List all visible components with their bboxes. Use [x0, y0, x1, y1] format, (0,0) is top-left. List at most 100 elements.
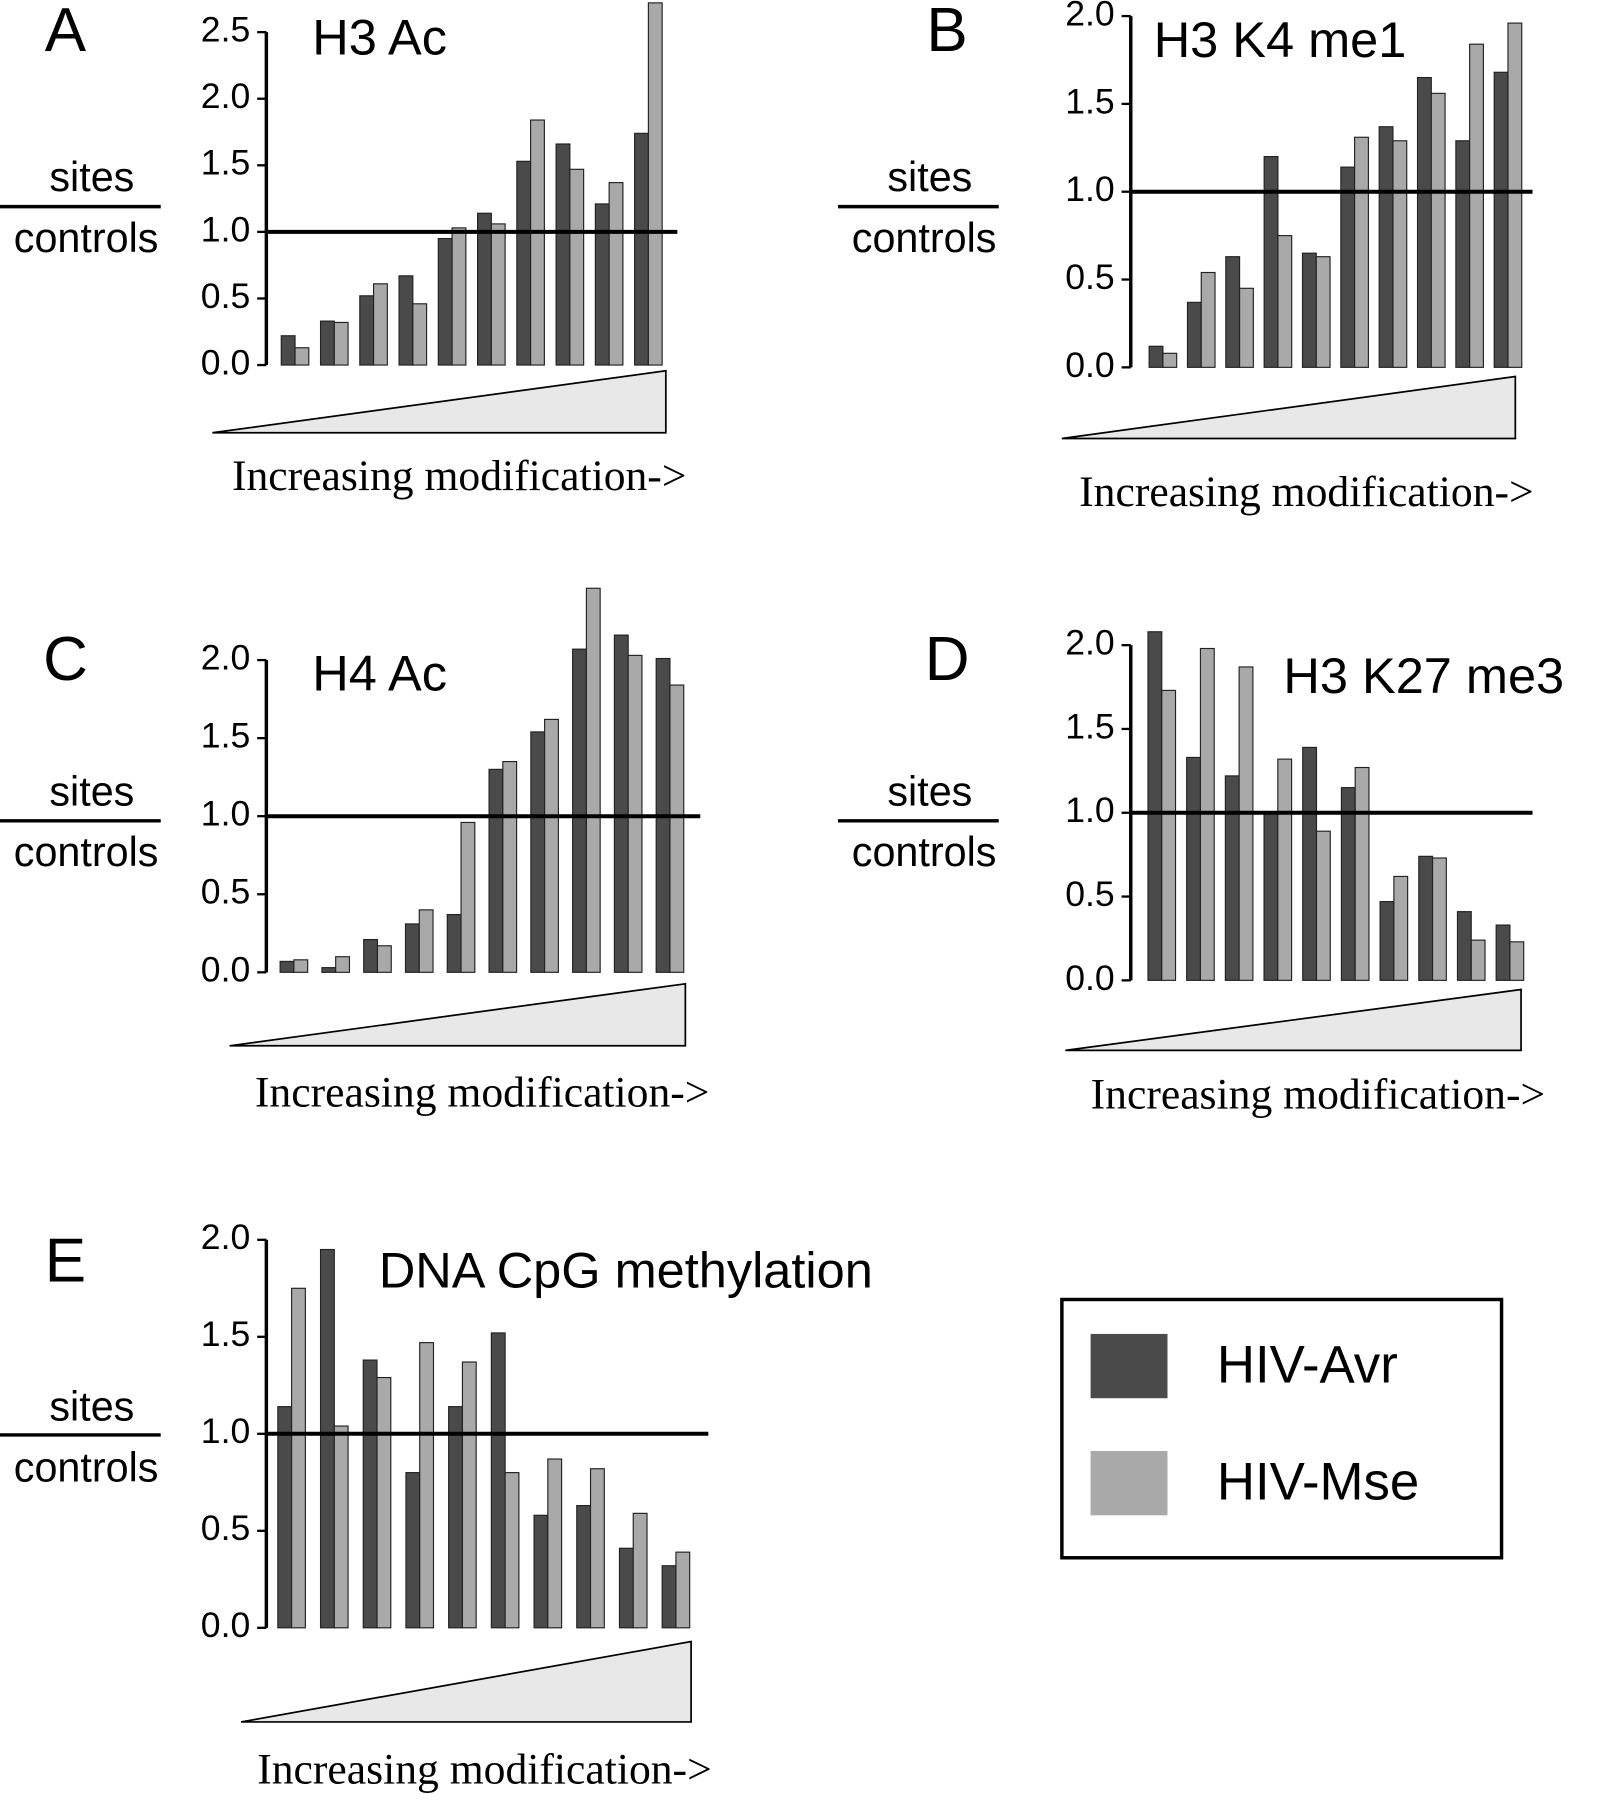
- y-tick-label: 2.0: [201, 76, 250, 116]
- y-tick-label: 1.0: [201, 794, 250, 834]
- bar: [1455, 140, 1471, 368]
- bar: [1302, 746, 1318, 981]
- bar: [446, 913, 462, 973]
- bar: [376, 945, 392, 973]
- bar: [1456, 911, 1472, 981]
- y-tick-label: 0.5: [201, 1508, 250, 1548]
- bar: [547, 1458, 563, 1629]
- y-tick-label: 1.5: [1065, 81, 1114, 121]
- bar: [291, 1287, 306, 1629]
- bar: [1315, 256, 1331, 368]
- legend-label: HIV-Mse: [1217, 1452, 1419, 1511]
- panel-letter: C: [43, 625, 88, 694]
- x-axis-label: Increasing modification->: [255, 1068, 709, 1116]
- panel-letter: E: [45, 1226, 86, 1295]
- bar: [490, 223, 506, 366]
- y-tick-label: 0.0: [1065, 958, 1114, 998]
- bar: [398, 275, 414, 366]
- bar: [1277, 235, 1293, 368]
- bar: [333, 1425, 349, 1629]
- bar: [1507, 22, 1523, 368]
- bar: [1277, 758, 1293, 981]
- y-tick-label: 1.5: [201, 143, 250, 183]
- bar: [530, 119, 545, 366]
- bar: [1418, 855, 1434, 981]
- chart-title: H4 Ac: [312, 645, 447, 702]
- y-tick-label: 1.0: [1065, 790, 1114, 830]
- bar: [1148, 345, 1164, 368]
- bar: [1200, 271, 1216, 368]
- bar: [1186, 301, 1202, 368]
- x-axis-label: Increasing modification->: [1091, 1071, 1545, 1119]
- y-tick-label: 1.5: [201, 716, 250, 756]
- bar: [647, 2, 663, 366]
- bar: [277, 1406, 293, 1629]
- bar: [448, 1406, 463, 1629]
- bar: [530, 731, 546, 973]
- bar: [335, 956, 351, 973]
- bar: [608, 182, 624, 366]
- panel-letter: B: [926, 0, 967, 65]
- bar: [1378, 126, 1394, 368]
- bar: [669, 684, 685, 973]
- bar: [1301, 252, 1317, 368]
- bar: [1162, 352, 1178, 368]
- bar: [1493, 71, 1509, 368]
- bar: [632, 1512, 648, 1629]
- y-label-denominator: controls: [852, 215, 997, 261]
- y-tick-label: 1.0: [201, 1411, 250, 1451]
- bar: [319, 320, 335, 366]
- y-tick-label: 2.0: [201, 1217, 250, 1257]
- bar: [1393, 875, 1409, 981]
- bar: [279, 960, 295, 973]
- bar: [533, 1514, 549, 1629]
- bar: [418, 909, 434, 973]
- bar: [576, 1505, 592, 1629]
- wedge: [229, 982, 687, 1047]
- y-tick-label: 0.5: [1065, 874, 1114, 914]
- bar: [461, 1361, 477, 1629]
- y-tick-label: 0.0: [201, 1605, 250, 1645]
- y-tick-label: 1.5: [201, 1314, 250, 1354]
- bar: [1161, 689, 1177, 981]
- bar: [1224, 775, 1240, 981]
- wedge: [1061, 375, 1517, 440]
- bar: [1225, 256, 1241, 368]
- bar: [419, 1342, 435, 1629]
- chart-title: DNA CpG methylation: [379, 1242, 873, 1299]
- bar: [1239, 287, 1254, 368]
- bar: [1238, 666, 1254, 981]
- bar: [1469, 43, 1484, 368]
- bar: [1186, 756, 1202, 981]
- bar: [594, 203, 610, 366]
- y-tick-label: 0.0: [201, 342, 250, 382]
- bar: [321, 967, 337, 973]
- bar: [362, 1359, 378, 1629]
- y-label-denominator: controls: [14, 1444, 159, 1490]
- bar: [1340, 787, 1356, 981]
- y-tick-label: 0.5: [1065, 257, 1114, 297]
- bar: [634, 132, 649, 366]
- y-tick-label: 0.0: [1065, 345, 1114, 385]
- x-axis-label: Increasing modification->: [232, 452, 686, 500]
- bar: [1340, 166, 1356, 368]
- bar: [280, 335, 296, 366]
- y-label-numerator: sites: [49, 768, 134, 814]
- bar: [1431, 857, 1447, 981]
- bar: [661, 1565, 677, 1629]
- y-label-denominator: controls: [852, 829, 997, 875]
- y-tick-label: 2.0: [1065, 0, 1114, 33]
- bar: [451, 227, 467, 366]
- y-tick-label: 2.5: [201, 10, 250, 50]
- bar: [476, 212, 492, 366]
- bar: [585, 587, 601, 973]
- chart-title: H3 K4 me1: [1154, 11, 1407, 68]
- bar: [555, 143, 571, 366]
- y-label-denominator: controls: [14, 829, 159, 875]
- bar: [1263, 156, 1279, 368]
- bar: [1315, 830, 1331, 981]
- bar: [1495, 924, 1511, 981]
- legend-swatch: [1090, 1333, 1168, 1399]
- bar: [618, 1547, 634, 1629]
